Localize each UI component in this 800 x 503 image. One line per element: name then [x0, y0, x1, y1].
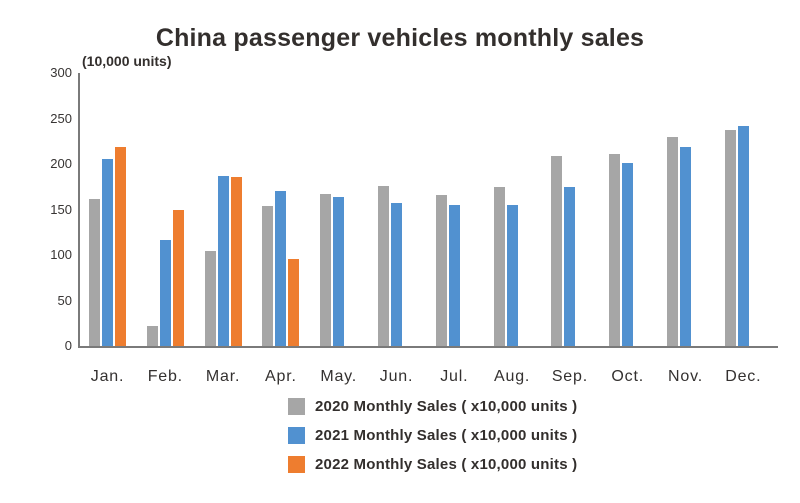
x-tick-jan: Jan. [90, 368, 125, 385]
y-tick-0: 0 [64, 338, 72, 353]
legend-label-2020: 2020 Monthly Sales ( x10,000 units ) [315, 398, 578, 415]
chart-title: China passenger vehicles monthly sales [155, 24, 645, 52]
y-tick-250: 250 [50, 110, 72, 126]
x-tick-oct: Oct. [611, 368, 644, 385]
x-tick-jul: Jul. [440, 368, 469, 385]
y-tick-150: 150 [50, 201, 72, 217]
bar-2020-nov [667, 137, 678, 346]
bar-2020-may [320, 194, 332, 346]
y-axis-unit-label: (10,000 units) [82, 53, 172, 69]
bar-2021-jul [448, 205, 460, 346]
y-tick-50: 50 [57, 292, 72, 308]
plot-area [78, 73, 778, 346]
bar-2022-mar [230, 177, 242, 346]
bar-2021-feb [159, 240, 171, 346]
x-tick-jun: Jun. [379, 368, 414, 385]
bar-2021-sep [564, 187, 576, 346]
y-tick-200: 200 [50, 156, 72, 171]
bar-2021-dec [737, 126, 749, 346]
bar-2022-apr [288, 259, 300, 346]
legend-label-2022: 2022 Monthly Sales ( x10,000 units ) [315, 456, 578, 473]
bar-2020-jun [378, 186, 389, 346]
legend-item-2020: 2020 Monthly Sales ( x10,000 units ) [288, 398, 577, 415]
legend-swatch-2020 [288, 398, 305, 415]
bar-2021-nov [680, 147, 691, 346]
legend-swatch-2022 [288, 456, 305, 473]
bar-2021-apr [275, 191, 287, 346]
bar-2020-sep [551, 156, 563, 346]
bar-2020-oct [609, 154, 621, 346]
bar-2021-mar [217, 176, 229, 346]
bar-2021-jan [102, 159, 113, 346]
legend-swatch-2021 [288, 427, 305, 444]
x-tick-aug: Aug. [494, 368, 531, 385]
bar-2020-feb [146, 326, 158, 346]
x-tick-mar: Mar. [205, 368, 241, 385]
legend-item-2021: 2021 Monthly Sales ( x10,000 units ) [288, 427, 577, 444]
bar-2020-jul [435, 195, 447, 346]
bar-2021-oct [622, 163, 634, 346]
bar-2022-jan [115, 147, 126, 346]
bar-2020-apr [262, 206, 274, 346]
legend-label-2021: 2021 Monthly Sales ( x10,000 units ) [315, 427, 578, 444]
bar-2021-aug [506, 205, 518, 346]
legend-item-2022: 2022 Monthly Sales ( x10,000 units ) [288, 456, 577, 473]
x-tick-nov: Nov. [668, 368, 703, 385]
x-tick-dec: Dec. [725, 368, 762, 385]
bar-2021-jun [391, 203, 402, 346]
bar-2022-feb [172, 210, 184, 346]
bar-2020-aug [493, 187, 505, 346]
y-axis [78, 73, 80, 347]
x-tick-apr: Apr. [265, 368, 297, 385]
bar-2020-jan [89, 199, 100, 346]
x-tick-may: May. [320, 368, 358, 385]
y-tick-100: 100 [50, 247, 72, 262]
bar-2020-dec [724, 130, 736, 346]
bar-2021-may [333, 197, 345, 346]
x-tick-feb: Feb. [147, 368, 183, 385]
legend: 2020 Monthly Sales ( x10,000 units ) 202… [288, 398, 577, 485]
x-axis [78, 346, 778, 348]
bar-2020-mar [204, 251, 216, 346]
y-tick-300: 300 [50, 65, 72, 80]
x-tick-sep: Sep. [551, 368, 588, 385]
